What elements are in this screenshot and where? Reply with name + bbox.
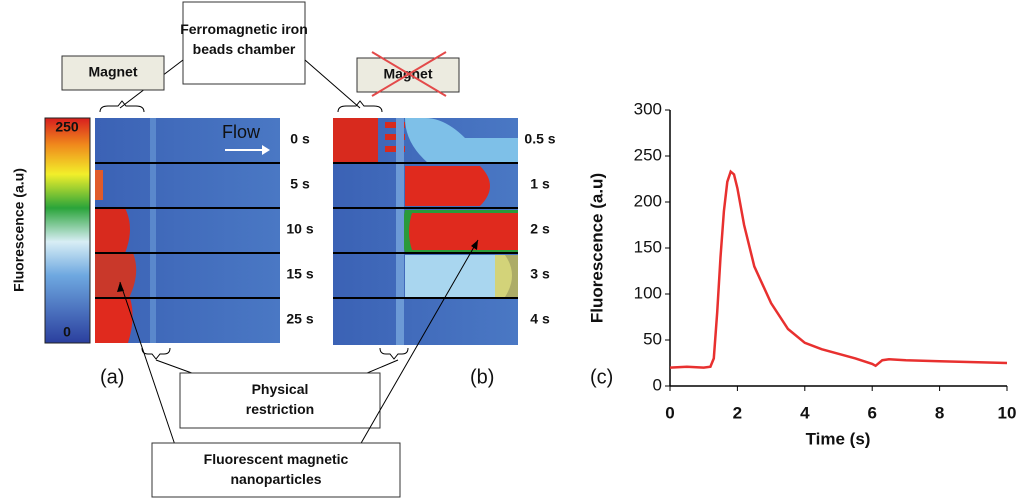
- time-label: 25 s: [286, 311, 313, 327]
- y-tick-label: 100: [634, 283, 662, 302]
- magnet-label: Magnet: [89, 64, 138, 80]
- y-tick-label: 250: [634, 145, 662, 164]
- x-tick-label: 10: [998, 403, 1017, 422]
- line-chart: (c) Time (s) Fluorescence (a.u) 05010015…: [587, 99, 1016, 448]
- label-line: restriction: [246, 401, 314, 417]
- label-line: Fluorescent magnetic: [204, 451, 349, 467]
- x-tick-label: 0: [665, 403, 674, 422]
- time-label: 0 s: [290, 131, 310, 147]
- figure: Ferromagnetic ironbeads chamber Magnet M…: [0, 0, 1023, 504]
- y-tick-label: 300: [634, 99, 662, 118]
- x-tick-label: 8: [935, 403, 944, 422]
- colorbar: [45, 118, 90, 343]
- panel-b-label: (b): [470, 366, 494, 388]
- colorbar-min: 0: [63, 324, 71, 340]
- panel-a-label: (a): [100, 366, 124, 388]
- x-tick-label: 6: [867, 403, 876, 422]
- time-label: 10 s: [286, 221, 313, 237]
- y-tick-label: 200: [634, 191, 662, 210]
- bracket: [142, 348, 408, 359]
- time-label: 3 s: [530, 266, 550, 282]
- colorbar-max: 250: [55, 119, 79, 135]
- label-line: Ferromagnetic iron: [180, 21, 308, 37]
- bracket: [338, 101, 382, 112]
- y-tick-label: 150: [634, 237, 662, 256]
- data-line: [670, 172, 1007, 368]
- colorbar-label: Fluorescence (a.u): [11, 168, 27, 292]
- x-axis-label: Time (s): [806, 429, 871, 448]
- label-line: nanoparticles: [230, 471, 321, 487]
- time-label: 5 s: [290, 176, 310, 192]
- x-tick-label: 2: [733, 403, 742, 422]
- y-tick-label: 50: [643, 329, 662, 348]
- y-axis-label: Fluorescence (a.u): [587, 173, 606, 323]
- y-tick-label: 0: [653, 375, 662, 394]
- time-label: 0.5 s: [524, 131, 555, 147]
- panel-c-label: (c): [590, 366, 613, 388]
- time-label: 1 s: [530, 176, 550, 192]
- flow-label: Flow: [222, 122, 261, 142]
- time-label: 4 s: [530, 311, 550, 327]
- time-label: 2 s: [530, 221, 550, 237]
- panel-a-image: [95, 118, 280, 343]
- x-tick-label: 4: [800, 403, 810, 422]
- label-line: beads chamber: [193, 41, 296, 57]
- panel-b-image: [333, 118, 518, 345]
- time-label: 15 s: [286, 266, 313, 282]
- label-line: Physical: [252, 381, 309, 397]
